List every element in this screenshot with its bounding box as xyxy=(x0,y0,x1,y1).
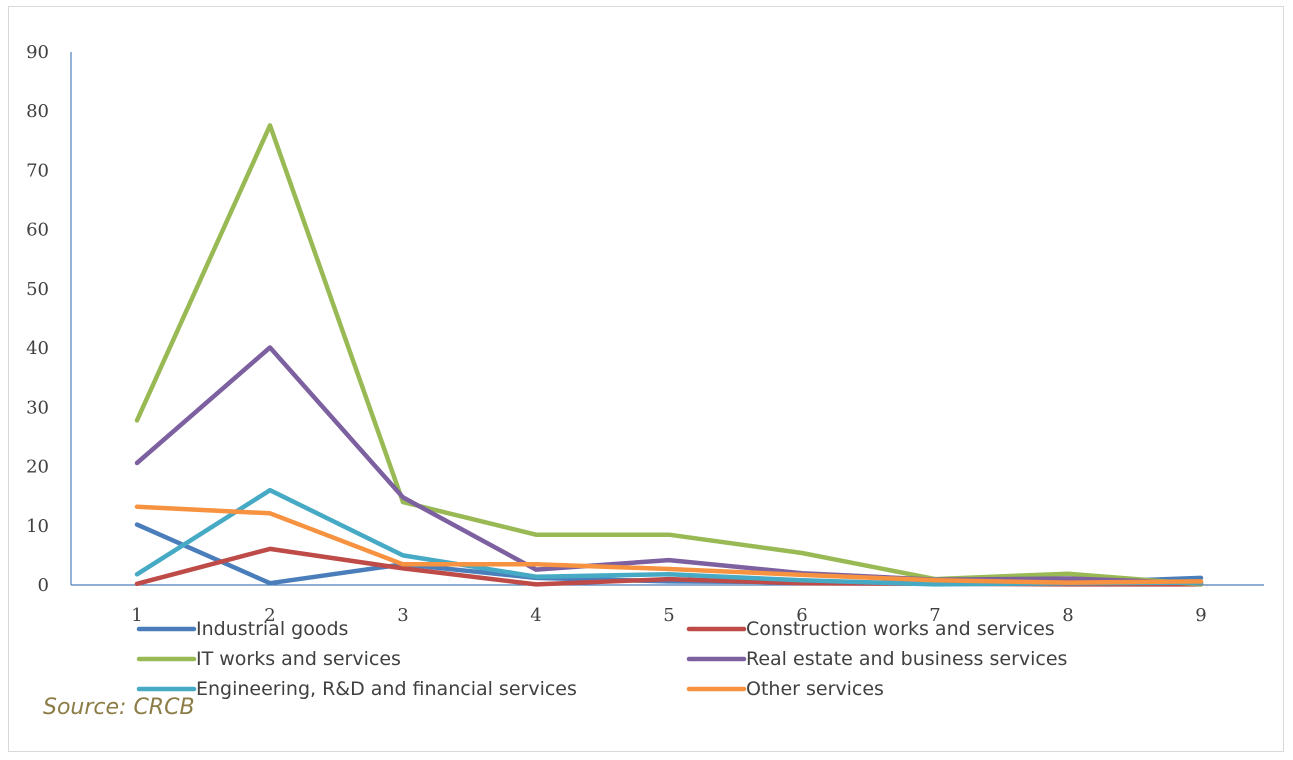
y-tick-label: 40 xyxy=(26,338,49,359)
y-tick-label: 70 xyxy=(26,160,49,181)
x-tick-label: 9 xyxy=(1195,605,1206,626)
x-tick-labels: 1 2 3 4 5 6 7 8 9 xyxy=(131,605,1206,626)
series-line xyxy=(134,123,1204,587)
line-chart: 0 10 20 30 40 50 60 70 80 90 1 2 3 4 5 6 7 8 9 Industrial… xyxy=(26,42,1264,700)
chart-frame: 0 10 20 30 40 50 60 70 80 90 1 2 3 4 5 6 7 8 9 Industrial… xyxy=(8,6,1284,752)
y-tick-label: 30 xyxy=(26,397,49,418)
y-tick-label: 50 xyxy=(26,279,49,300)
legend-label: Industrial goods xyxy=(196,618,348,640)
series-line xyxy=(134,345,1204,586)
legend-label: Construction works and services xyxy=(746,618,1055,640)
y-tick-label: 0 xyxy=(38,575,49,596)
legend-label: Other services xyxy=(746,678,884,700)
series-lines xyxy=(134,123,1204,587)
y-tick-label: 20 xyxy=(26,457,49,478)
x-tick-label: 6 xyxy=(796,605,807,626)
y-tick-label: 80 xyxy=(26,101,49,122)
legend-label: IT works and services xyxy=(196,648,401,670)
x-tick-label: 8 xyxy=(1062,605,1073,626)
y-tick-label: 90 xyxy=(26,42,49,63)
y-tick-label: 60 xyxy=(26,220,49,241)
y-tick-label: 10 xyxy=(26,516,49,537)
x-tick-label: 2 xyxy=(264,605,275,626)
source-note: Source: CRCB xyxy=(43,695,195,720)
series-line xyxy=(134,504,1204,585)
x-tick-label: 1 xyxy=(131,605,142,626)
x-tick-label: 7 xyxy=(929,605,940,626)
x-tick-label: 5 xyxy=(663,605,674,626)
legend: Industrial goods Construction works and s… xyxy=(136,618,1067,700)
x-tick-label: 4 xyxy=(530,605,541,626)
y-tick-labels: 0 10 20 30 40 50 60 70 80 90 xyxy=(26,42,49,596)
x-tick-label: 3 xyxy=(397,605,408,626)
legend-label: Real estate and business services xyxy=(746,648,1067,670)
legend-label: Engineering, R&D and financial services xyxy=(196,678,577,700)
